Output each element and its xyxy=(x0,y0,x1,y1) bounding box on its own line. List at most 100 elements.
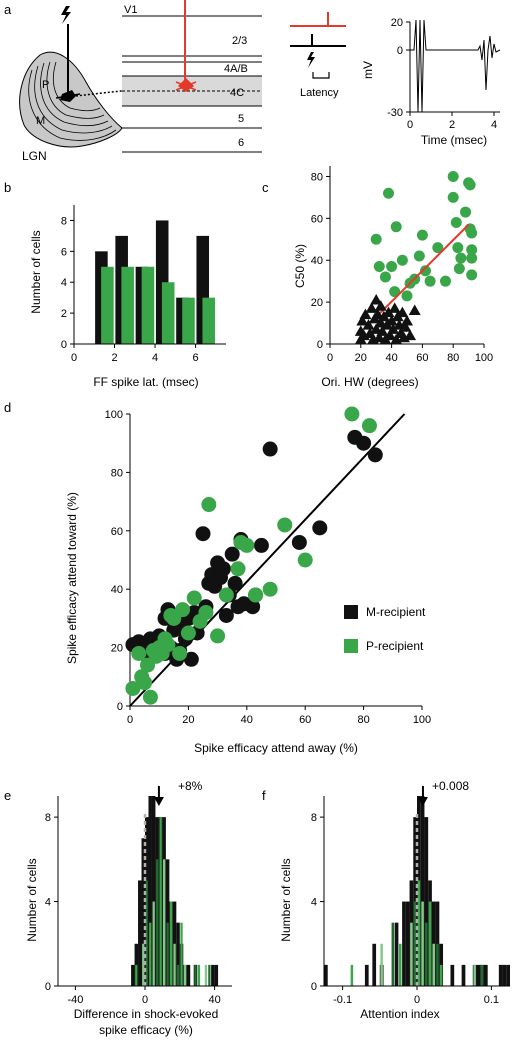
panel-e-axes: -40 0 40 0 4 8 xyxy=(45,796,232,1006)
scatter-point-circle xyxy=(453,263,465,275)
point-p-recipient xyxy=(137,675,153,691)
panel-b-xtick-label: 0 xyxy=(71,352,77,364)
lgn-diagram: P M LGN xyxy=(19,6,183,163)
point-p-recipient xyxy=(218,587,234,603)
scatter-point-triangle xyxy=(408,304,421,315)
hist-bar-black xyxy=(141,838,145,986)
point-p-recipient xyxy=(297,552,313,568)
scatter-point-circle xyxy=(419,265,431,277)
panel-b-xtick-label: 4 xyxy=(152,352,158,364)
trace-xtick-label: 4 xyxy=(491,119,497,131)
panel-e-xtick-label: 0 xyxy=(142,994,148,1006)
v1-neuron-basal xyxy=(175,81,197,91)
point-m-recipient xyxy=(227,575,243,591)
point-p-recipient xyxy=(262,581,278,597)
lgn-layer-line xyxy=(28,69,117,141)
panel-e-label: e xyxy=(4,788,11,803)
hist-bar-black xyxy=(186,964,191,986)
point-p-recipient xyxy=(172,645,188,661)
lgn-m-label: M xyxy=(36,115,45,127)
legend-label-p: P-recipient xyxy=(366,639,424,653)
hist-bar-black xyxy=(372,943,377,986)
scatter-point-circle xyxy=(413,250,425,262)
point-p-recipient xyxy=(201,497,217,513)
hist-bar-green xyxy=(142,943,145,986)
panel-f-bars xyxy=(324,786,510,986)
hist-bar-green xyxy=(439,964,443,986)
scatter-point-triangle xyxy=(356,314,369,326)
point-p-recipient xyxy=(248,587,264,603)
scatter-point-circle xyxy=(447,170,459,182)
hist-bar-green xyxy=(208,964,211,986)
panel-f-ytick-label: 8 xyxy=(311,812,317,824)
scatter-point-circle xyxy=(401,290,413,302)
lgn-layer-line xyxy=(40,62,109,127)
panel-c-xtick-label: 60 xyxy=(416,352,428,364)
panel-c-ytick-label: 0 xyxy=(317,339,323,351)
hist-bar-green xyxy=(169,901,173,986)
panel-c-axes: 0 20 40 60 80 100 0 20 40 60 80 xyxy=(311,166,493,364)
panel-f-ylabel: Number of cells xyxy=(279,858,293,941)
scatter-point-circle xyxy=(440,275,451,287)
panel-e-xlabel-line1: Difference in shock-evoked xyxy=(74,1007,219,1021)
panel-c-ytick-label: 60 xyxy=(311,213,323,225)
scatter-point-triangle xyxy=(399,321,412,332)
hist-bar-black xyxy=(506,964,510,986)
point-m-recipient xyxy=(262,441,278,457)
point-m-recipient xyxy=(356,435,372,451)
scatter-point-triangle xyxy=(382,306,395,318)
panel-b: b 0 2 4 6 0 2 4 6 8 FF spike lat. (msec) Number … xyxy=(4,180,226,389)
panel-d-ytick-label: 60 xyxy=(111,526,123,538)
hist-bar-green xyxy=(417,880,421,986)
layer-label: 2/3 xyxy=(232,35,247,47)
trace-plot: 20 0 -30 mV 0 2 4 Time (msec) xyxy=(361,17,501,147)
panel-c-ytick-label: 20 xyxy=(311,297,323,309)
bar-green xyxy=(141,266,155,344)
point-p-recipient xyxy=(198,605,214,621)
hist-bar-green xyxy=(432,943,435,986)
scatter-point-circle xyxy=(390,221,402,233)
hist-bar-black xyxy=(324,964,328,986)
panel-f-ytick-label: 0 xyxy=(311,981,317,993)
hist-bar-black xyxy=(498,964,503,986)
bar-green xyxy=(182,297,195,344)
panel-a-label: a xyxy=(4,2,12,17)
scatter-point-triangle xyxy=(387,323,400,334)
panel-b-ytick-label: 4 xyxy=(61,277,67,289)
latency-bracket xyxy=(312,72,330,79)
point-p-recipient xyxy=(175,602,191,618)
hist-bar-black xyxy=(214,964,219,986)
scatter-point-circle xyxy=(424,275,436,287)
point-p-recipient xyxy=(239,537,255,553)
scatter-point-circle xyxy=(383,187,395,199)
point-p-recipient xyxy=(361,418,377,434)
hist-bar-green xyxy=(380,943,383,986)
trace-ytick-label: 20 xyxy=(391,17,403,29)
panel-c-xtick-label: 100 xyxy=(475,352,493,364)
panel-e-xtick-label: 40 xyxy=(208,994,220,1006)
hist-bar-green xyxy=(149,922,152,986)
panel-d-ylabel: Spike efficacy attend toward (%) xyxy=(65,492,79,664)
hist-bar-green xyxy=(425,922,428,986)
scatter-point-circle xyxy=(396,254,408,266)
hist-bar-green xyxy=(421,901,424,986)
panel-d-xtick-label: 80 xyxy=(357,714,369,726)
scatter-point-circle xyxy=(455,252,467,264)
point-m-recipient xyxy=(291,534,307,550)
scatter-point-triangle xyxy=(401,314,413,326)
panel-e-ytick-label: 0 xyxy=(45,981,51,993)
scatter-point-circle xyxy=(447,191,459,203)
scatter-point-circle xyxy=(373,261,385,273)
hist-bar-green xyxy=(156,859,159,986)
panel-e-ytick-label: 8 xyxy=(45,812,51,824)
hist-bar-black xyxy=(402,901,406,986)
panel-e-xtick-label: -40 xyxy=(67,994,83,1006)
point-p-recipient xyxy=(344,406,360,422)
hist-bar-green xyxy=(473,964,476,986)
hist-bar-green xyxy=(391,922,395,986)
panel-f-xtick-label: 0 xyxy=(414,994,420,1006)
hist-bar-green xyxy=(152,901,155,986)
panel-c-xtick-label: 20 xyxy=(355,352,367,364)
panel-b-ytick-label: 8 xyxy=(61,215,67,227)
hist-bar-green xyxy=(145,880,148,986)
